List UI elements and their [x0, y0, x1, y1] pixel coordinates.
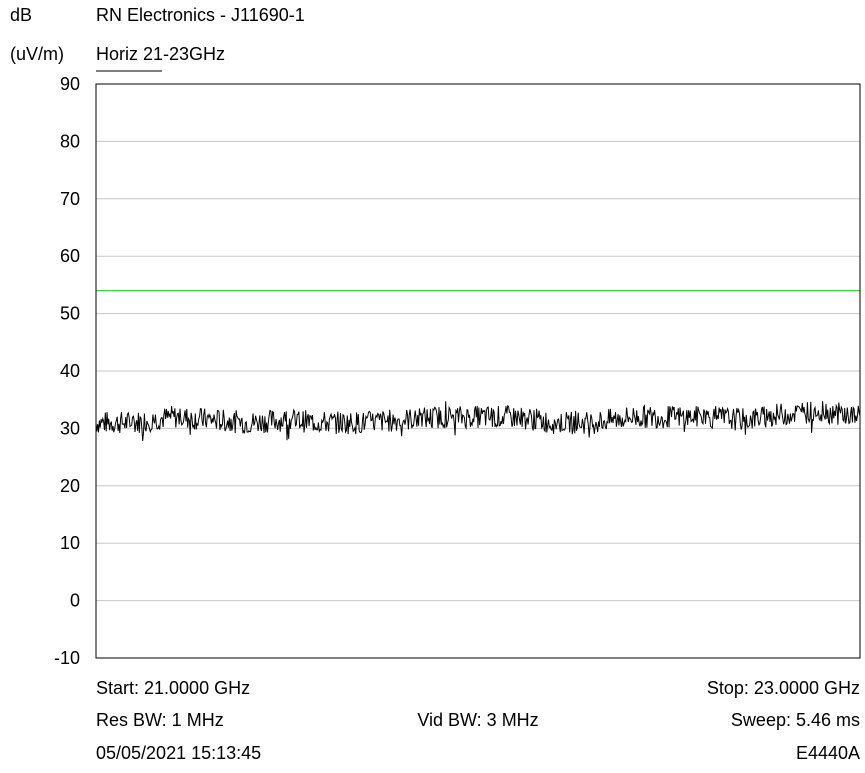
y-tick-label: 40 [60, 361, 80, 381]
sweep-time: Sweep: 5.46 ms [731, 710, 860, 730]
y-tick-label: 10 [60, 533, 80, 553]
unit-label-uvm: (uV/m) [10, 44, 64, 64]
y-tick-label: -10 [54, 648, 80, 668]
chart-title: RN Electronics - J11690-1 [96, 5, 305, 25]
y-tick-label: 20 [60, 476, 80, 496]
y-tick-label: 90 [60, 74, 80, 94]
start-frequency: Start: 21.0000 GHz [96, 678, 250, 698]
series-group [95, 289, 861, 442]
measurement-trace [95, 401, 861, 442]
chart-subtitle: Horiz 21-23GHz [96, 44, 225, 64]
y-tick-label: 50 [60, 304, 80, 324]
plot-frame [95, 83, 861, 659]
grid-lines [96, 140, 860, 602]
timestamp: 05/05/2021 15:13:45 [96, 743, 261, 763]
y-tick-label: 80 [60, 131, 80, 151]
y-tick-label: 70 [60, 189, 80, 209]
vid-bw: Vid BW: 3 MHz [417, 710, 538, 730]
instrument-model: E4440A [796, 743, 860, 763]
res-bw: Res BW: 1 MHz [96, 710, 224, 730]
stop-frequency: Stop: 23.0000 GHz [707, 678, 860, 698]
y-tick-label: 30 [60, 418, 80, 438]
y-tick-label: 60 [60, 246, 80, 266]
y-tick-labels: 90 80 70 60 50 40 30 20 10 0 -10 [54, 74, 80, 668]
unit-label-db: dB [10, 5, 32, 25]
y-tick-label: 0 [70, 591, 80, 611]
